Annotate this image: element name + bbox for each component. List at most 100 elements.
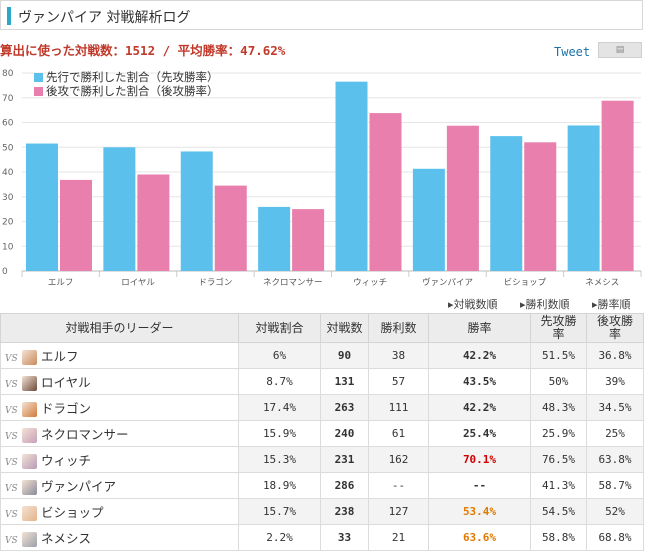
leader-avatar-icon [22, 506, 37, 521]
count-cell: 238 [320, 498, 369, 525]
page-header: ヴァンパイア 対戦解析ログ [0, 0, 643, 30]
col-header-ratio[interactable]: 対戦割合 [238, 313, 321, 343]
bar-first [180, 151, 213, 271]
leader-cell[interactable]: VS ネクロマンサー [0, 420, 239, 447]
first-rate-cell: 76.5% [530, 446, 587, 473]
bar-first [412, 168, 445, 271]
rate-cell: -- [428, 472, 531, 499]
count-cell: 240 [320, 420, 369, 447]
rate-cell: 42.2% [428, 394, 531, 421]
sort-by-rate-link[interactable]: ▸勝率順 [592, 298, 631, 311]
leader-cell[interactable]: VS ビショップ [0, 498, 239, 525]
bar-second [214, 185, 247, 271]
y-tick-label: 80 [2, 69, 14, 79]
second-rate-cell: 34.5% [586, 394, 644, 421]
ratio-cell: 15.7% [238, 498, 321, 525]
ratio-cell: 17.4% [238, 394, 321, 421]
col-header-leader[interactable]: 対戦相手のリーダー [0, 313, 239, 343]
col-header-rate[interactable]: 勝率 [428, 313, 531, 343]
leader-cell[interactable]: VS ロイヤル [0, 368, 239, 395]
vs-label: VS [5, 536, 18, 546]
first-rate-cell: 41.3% [530, 472, 587, 499]
win-rate-bar-chart: 80 70 60 50 40 30 20 10 0 エルフ ロイヤル ドラゴン ネクロマンサー ウィッチ ヴ… [2, 69, 642, 288]
tweet-link[interactable]: Tweet [554, 45, 591, 59]
col-header-count[interactable]: 対戦数 [320, 313, 369, 343]
page-title: ヴァンパイア 対戦解析ログ [18, 10, 191, 26]
col-header-first-rate[interactable]: 先攻勝 率 [530, 313, 587, 343]
second-rate-cell: 36.8% [586, 342, 644, 369]
y-tick-label: 50 [2, 143, 14, 153]
leader-avatar-icon [22, 376, 37, 391]
rate-cell: 70.1% [428, 446, 531, 473]
rate-cell: 63.6% [428, 524, 531, 551]
bar-second [369, 113, 402, 271]
sort-by-count-link[interactable]: ▸対戦数順 [448, 298, 498, 311]
second-rate-cell: 52% [586, 498, 644, 525]
x-tick-label: ビショップ [504, 278, 547, 288]
table-row: VS ロイヤル 8.7% 131 57 43.5% 50% 39% [0, 368, 644, 395]
vs-label: VS [5, 406, 18, 416]
leader-cell[interactable]: VS ドラゴン [0, 394, 239, 421]
wins-cell: 21 [368, 524, 429, 551]
bar-second [601, 100, 634, 271]
count-cell: 90 [320, 342, 369, 369]
col-header-second-rate[interactable]: 後攻勝 率 [586, 313, 644, 343]
share-icon[interactable]: ▤ [598, 42, 642, 58]
leader-avatar-icon [22, 402, 37, 417]
y-tick-label: 40 [2, 168, 14, 178]
col-header-wins[interactable]: 勝利数 [368, 313, 429, 343]
second-rate-cell: 68.8% [586, 524, 644, 551]
leader-name: ネクロマンサー [41, 427, 129, 442]
first-rate-cell: 58.8% [530, 524, 587, 551]
legend-label: 先行で勝利した割合（先攻勝率） [46, 70, 219, 84]
leader-cell[interactable]: VS エルフ [0, 342, 239, 369]
vs-label: VS [5, 432, 18, 442]
y-tick-label: 20 [2, 218, 14, 228]
second-rate-cell: 25% [586, 420, 644, 447]
header-accent-bar [7, 7, 11, 25]
wins-cell: -- [368, 472, 429, 499]
y-tick-label: 30 [2, 193, 14, 203]
ratio-cell: 6% [238, 342, 321, 369]
leader-name: ネメシス [41, 531, 92, 546]
leader-name: ロイヤル [41, 375, 91, 390]
bar-first [567, 125, 600, 271]
y-tick-label: 60 [2, 119, 14, 129]
sort-by-wins-link[interactable]: ▸勝利数順 [520, 298, 570, 311]
bar-first [335, 81, 368, 271]
ratio-cell: 2.2% [238, 524, 321, 551]
bar-first [103, 147, 136, 271]
x-tick-label: ネメシス [585, 278, 619, 288]
wins-cell: 61 [368, 420, 429, 447]
count-cell: 131 [320, 368, 369, 395]
bar-second [446, 125, 479, 271]
leader-cell[interactable]: VS ウィッチ [0, 446, 239, 473]
bar-second [137, 174, 170, 271]
count-cell: 231 [320, 446, 369, 473]
x-tick-label: エルフ [48, 278, 74, 288]
bar-second [292, 209, 325, 271]
bar-second [60, 179, 92, 271]
leader-avatar-icon [22, 350, 37, 365]
x-tick-label: ドラゴン [198, 277, 232, 288]
first-rate-cell: 51.5% [530, 342, 587, 369]
matchup-table: 対戦相手のリーダー 対戦割合 対戦数 勝利数 勝率 先攻勝 率 後攻勝 率 VS… [0, 313, 644, 551]
wins-cell: 38 [368, 342, 429, 369]
table-row: VS ネクロマンサー 15.9% 240 61 25.4% 25.9% 25% [0, 420, 644, 447]
second-rate-cell: 39% [586, 368, 644, 395]
sort-by-rate-label: 勝率順 [597, 298, 631, 311]
legend-label: 後攻で勝利した割合（後攻勝率） [46, 84, 219, 98]
y-tick-label: 10 [2, 242, 14, 252]
x-tick-label: ネクロマンサー [263, 278, 323, 288]
wins-cell: 162 [368, 446, 429, 473]
x-tick-label: ウィッチ [353, 278, 387, 288]
leader-cell[interactable]: VS ネメシス [0, 524, 239, 551]
leader-name: ヴァンパイア [41, 479, 117, 494]
bar-first [26, 143, 58, 271]
y-tick-label: 0 [2, 267, 8, 277]
leader-cell[interactable]: VS ヴァンパイア [0, 472, 239, 499]
first-rate-cell: 50% [530, 368, 587, 395]
wins-cell: 127 [368, 498, 429, 525]
vs-label: VS [5, 354, 18, 364]
x-tick-label: ヴァンパイア [422, 277, 473, 288]
